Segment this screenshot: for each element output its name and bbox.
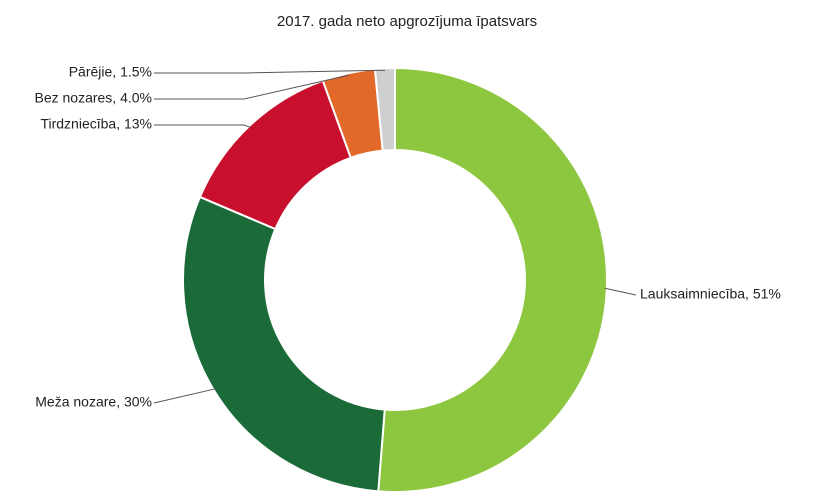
leader-line [154,69,386,74]
leader-line [154,74,350,100]
donut-slice [182,195,386,493]
slice-label: Meža nozare, 30% [35,394,152,410]
donut-slice [373,66,396,152]
leader-line [154,124,251,128]
chart-title: 2017. gada neto apgrozījuma īpatsvars [277,13,537,30]
slice-label: Lauksaimniecība, 51% [640,286,781,302]
donut-slice [377,66,608,493]
leader-line [604,287,637,296]
slice-label: Pārējie, 1.5% [69,64,152,80]
slice-label: Tirdzniecība, 13% [40,116,152,132]
slice-label: Bez nozares, 4.0% [34,90,152,106]
leader-line [153,388,216,404]
donut-slice [198,79,353,231]
